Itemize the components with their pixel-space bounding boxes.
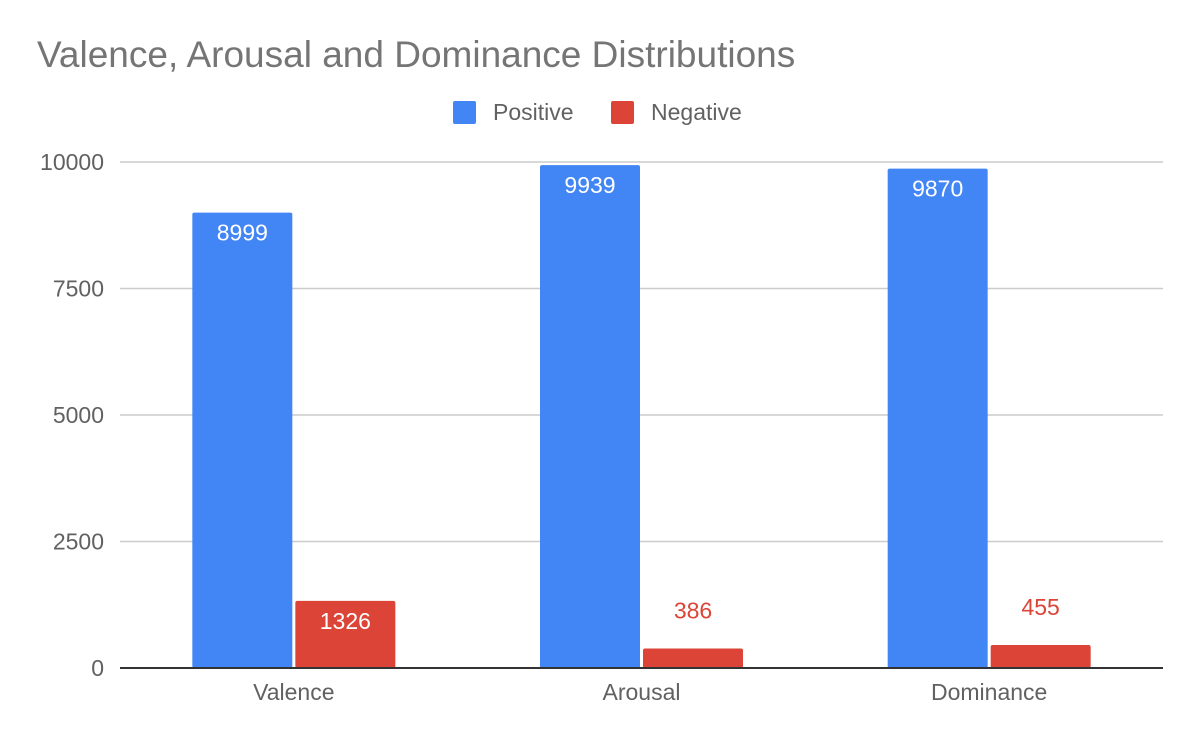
bar-value-label: 9939: [564, 172, 615, 198]
y-tick-label: 2500: [53, 529, 104, 555]
chart-title: Valence, Arousal and Dominance Distribut…: [37, 34, 795, 75]
x-axis-ticks: Valence Arousal Dominance: [253, 679, 1047, 705]
legend-swatch: [453, 101, 476, 124]
legend-item-positive[interactable]: Positive: [453, 99, 574, 125]
y-axis-ticks: 0 2500 5000 7500 10000: [40, 149, 104, 681]
legend-label: Positive: [493, 99, 574, 125]
bar-labels: 8999 1326 9939 386 9870 455: [217, 172, 1060, 634]
bars: [192, 165, 1091, 668]
bar-positive-dominance: [887, 168, 988, 668]
legend-label: Negative: [651, 99, 742, 125]
x-tick-label: Valence: [253, 679, 334, 705]
bar-negative-arousal: [643, 648, 743, 668]
y-tick-label: 0: [91, 655, 104, 681]
y-tick-label: 5000: [53, 402, 104, 428]
bar-positive-arousal: [540, 165, 640, 668]
bar-value-label: 455: [1021, 594, 1059, 620]
bar-value-label: 9870: [912, 176, 963, 202]
bar-positive-valence: [192, 212, 293, 668]
bar-negative-valence: [295, 600, 396, 668]
y-tick-label: 10000: [40, 149, 104, 175]
y-tick-label: 7500: [53, 276, 104, 302]
legend: Positive Negative: [453, 99, 742, 125]
x-tick-label: Arousal: [603, 679, 681, 705]
x-tick-label: Dominance: [931, 679, 1047, 705]
legend-item-negative[interactable]: Negative: [611, 99, 742, 125]
gridlines: [120, 161, 1163, 543]
legend-swatch: [611, 101, 634, 124]
bar-value-label: 386: [674, 597, 712, 623]
bar-negative-dominance: [990, 644, 1091, 668]
bar-value-label: 1326: [320, 608, 371, 634]
bar-value-label: 8999: [217, 220, 268, 246]
